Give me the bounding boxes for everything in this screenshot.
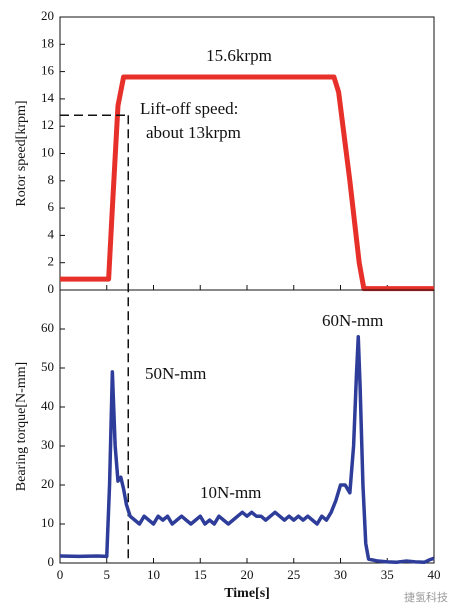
y-tick-label: 14 — [41, 90, 55, 105]
y-tick-label: 30 — [41, 437, 54, 452]
y-tick-label: 4 — [48, 226, 55, 241]
annotation: Lift-off speed: — [140, 99, 238, 118]
y-tick-label: 20 — [41, 476, 54, 491]
annotation: 50N-mm — [145, 364, 206, 383]
x-tick-label: 25 — [287, 567, 300, 582]
x-tick-label: 20 — [241, 567, 254, 582]
y-tick-label: 50 — [41, 359, 54, 374]
y-tick-label: 6 — [48, 199, 55, 214]
y-tick-label: 18 — [41, 35, 54, 50]
y-tick-label: 2 — [48, 254, 55, 269]
y-tick-label: 16 — [41, 63, 55, 78]
watermark: 捷氢科技 — [404, 590, 448, 604]
y-tick-label: 20 — [41, 8, 54, 23]
x-tick-label: 10 — [147, 567, 160, 582]
x-tick-label: 15 — [194, 567, 207, 582]
x-tick-label: 40 — [428, 567, 441, 582]
y-axis-label: Bearing torque[N-mm] — [14, 362, 29, 491]
y-tick-label: 0 — [48, 554, 55, 569]
y-tick-label: 12 — [41, 117, 54, 132]
y-tick-label: 10 — [41, 515, 54, 530]
y-tick-label: 40 — [41, 398, 54, 413]
x-tick-label: 5 — [104, 567, 111, 582]
y-tick-label: 60 — [41, 320, 54, 335]
annotation: about 13krpm — [146, 123, 241, 142]
y-axis-label: Rotor speed[krpm] — [14, 100, 29, 206]
data-line — [60, 74, 434, 292]
annotation: 60N-mm — [322, 311, 383, 330]
y-tick-label: 0 — [48, 281, 55, 296]
x-axis-label: Time[s] — [224, 586, 270, 601]
y-tick-label: 10 — [41, 144, 54, 159]
data-line — [59, 335, 435, 564]
x-tick-label: 30 — [334, 567, 347, 582]
x-tick-label: 0 — [57, 567, 64, 582]
x-tick-label: 35 — [381, 567, 394, 582]
annotation: 10N-mm — [200, 483, 261, 502]
annotation: 15.6krpm — [206, 46, 272, 65]
y-tick-label: 8 — [48, 172, 55, 187]
